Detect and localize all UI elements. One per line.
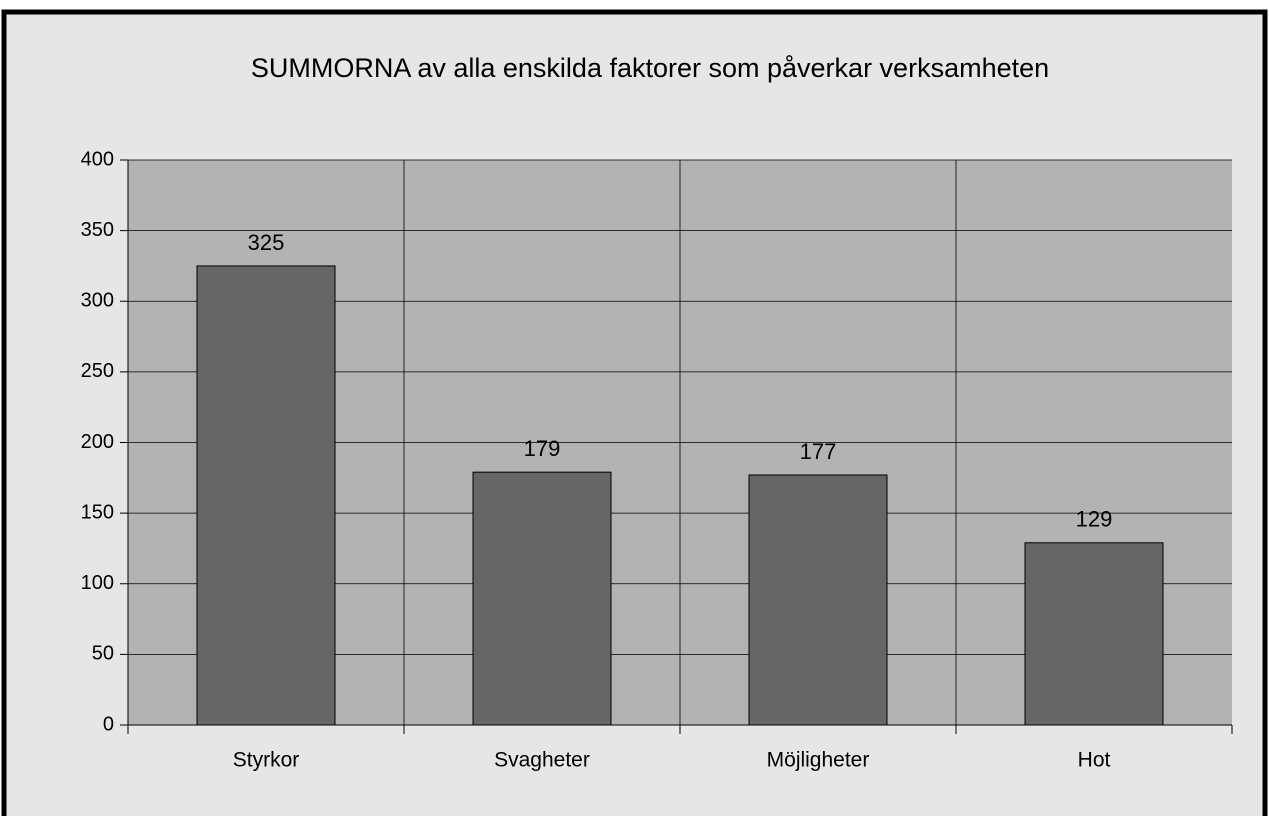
x-tick-label: Möjligheter — [767, 749, 870, 772]
data-label: 177 — [800, 439, 837, 464]
data-label: 325 — [248, 230, 285, 255]
bar — [748, 474, 888, 726]
y-tick-label: 250 — [81, 360, 114, 382]
x-tick-label: Hot — [1078, 749, 1111, 772]
y-tick-label: 100 — [81, 572, 114, 594]
y-tick-label: 350 — [81, 219, 114, 241]
chart-title: SUMMORNA av alla enskilda faktorer som p… — [251, 53, 1049, 83]
y-tick-label: 150 — [81, 501, 114, 523]
x-tick-label: Svagheter — [494, 749, 590, 772]
bar — [196, 265, 336, 726]
y-tick-label: 50 — [92, 643, 114, 665]
data-label: 179 — [524, 436, 561, 461]
data-label: 129 — [1076, 507, 1113, 532]
x-tick-label: Styrkor — [233, 749, 300, 772]
bar — [472, 471, 612, 726]
y-tick-label: 0 — [103, 713, 114, 735]
y-tick-label: 300 — [81, 290, 114, 312]
y-tick-label: 400 — [81, 148, 114, 170]
bar — [1024, 542, 1164, 726]
y-tick-label: 200 — [81, 431, 114, 453]
